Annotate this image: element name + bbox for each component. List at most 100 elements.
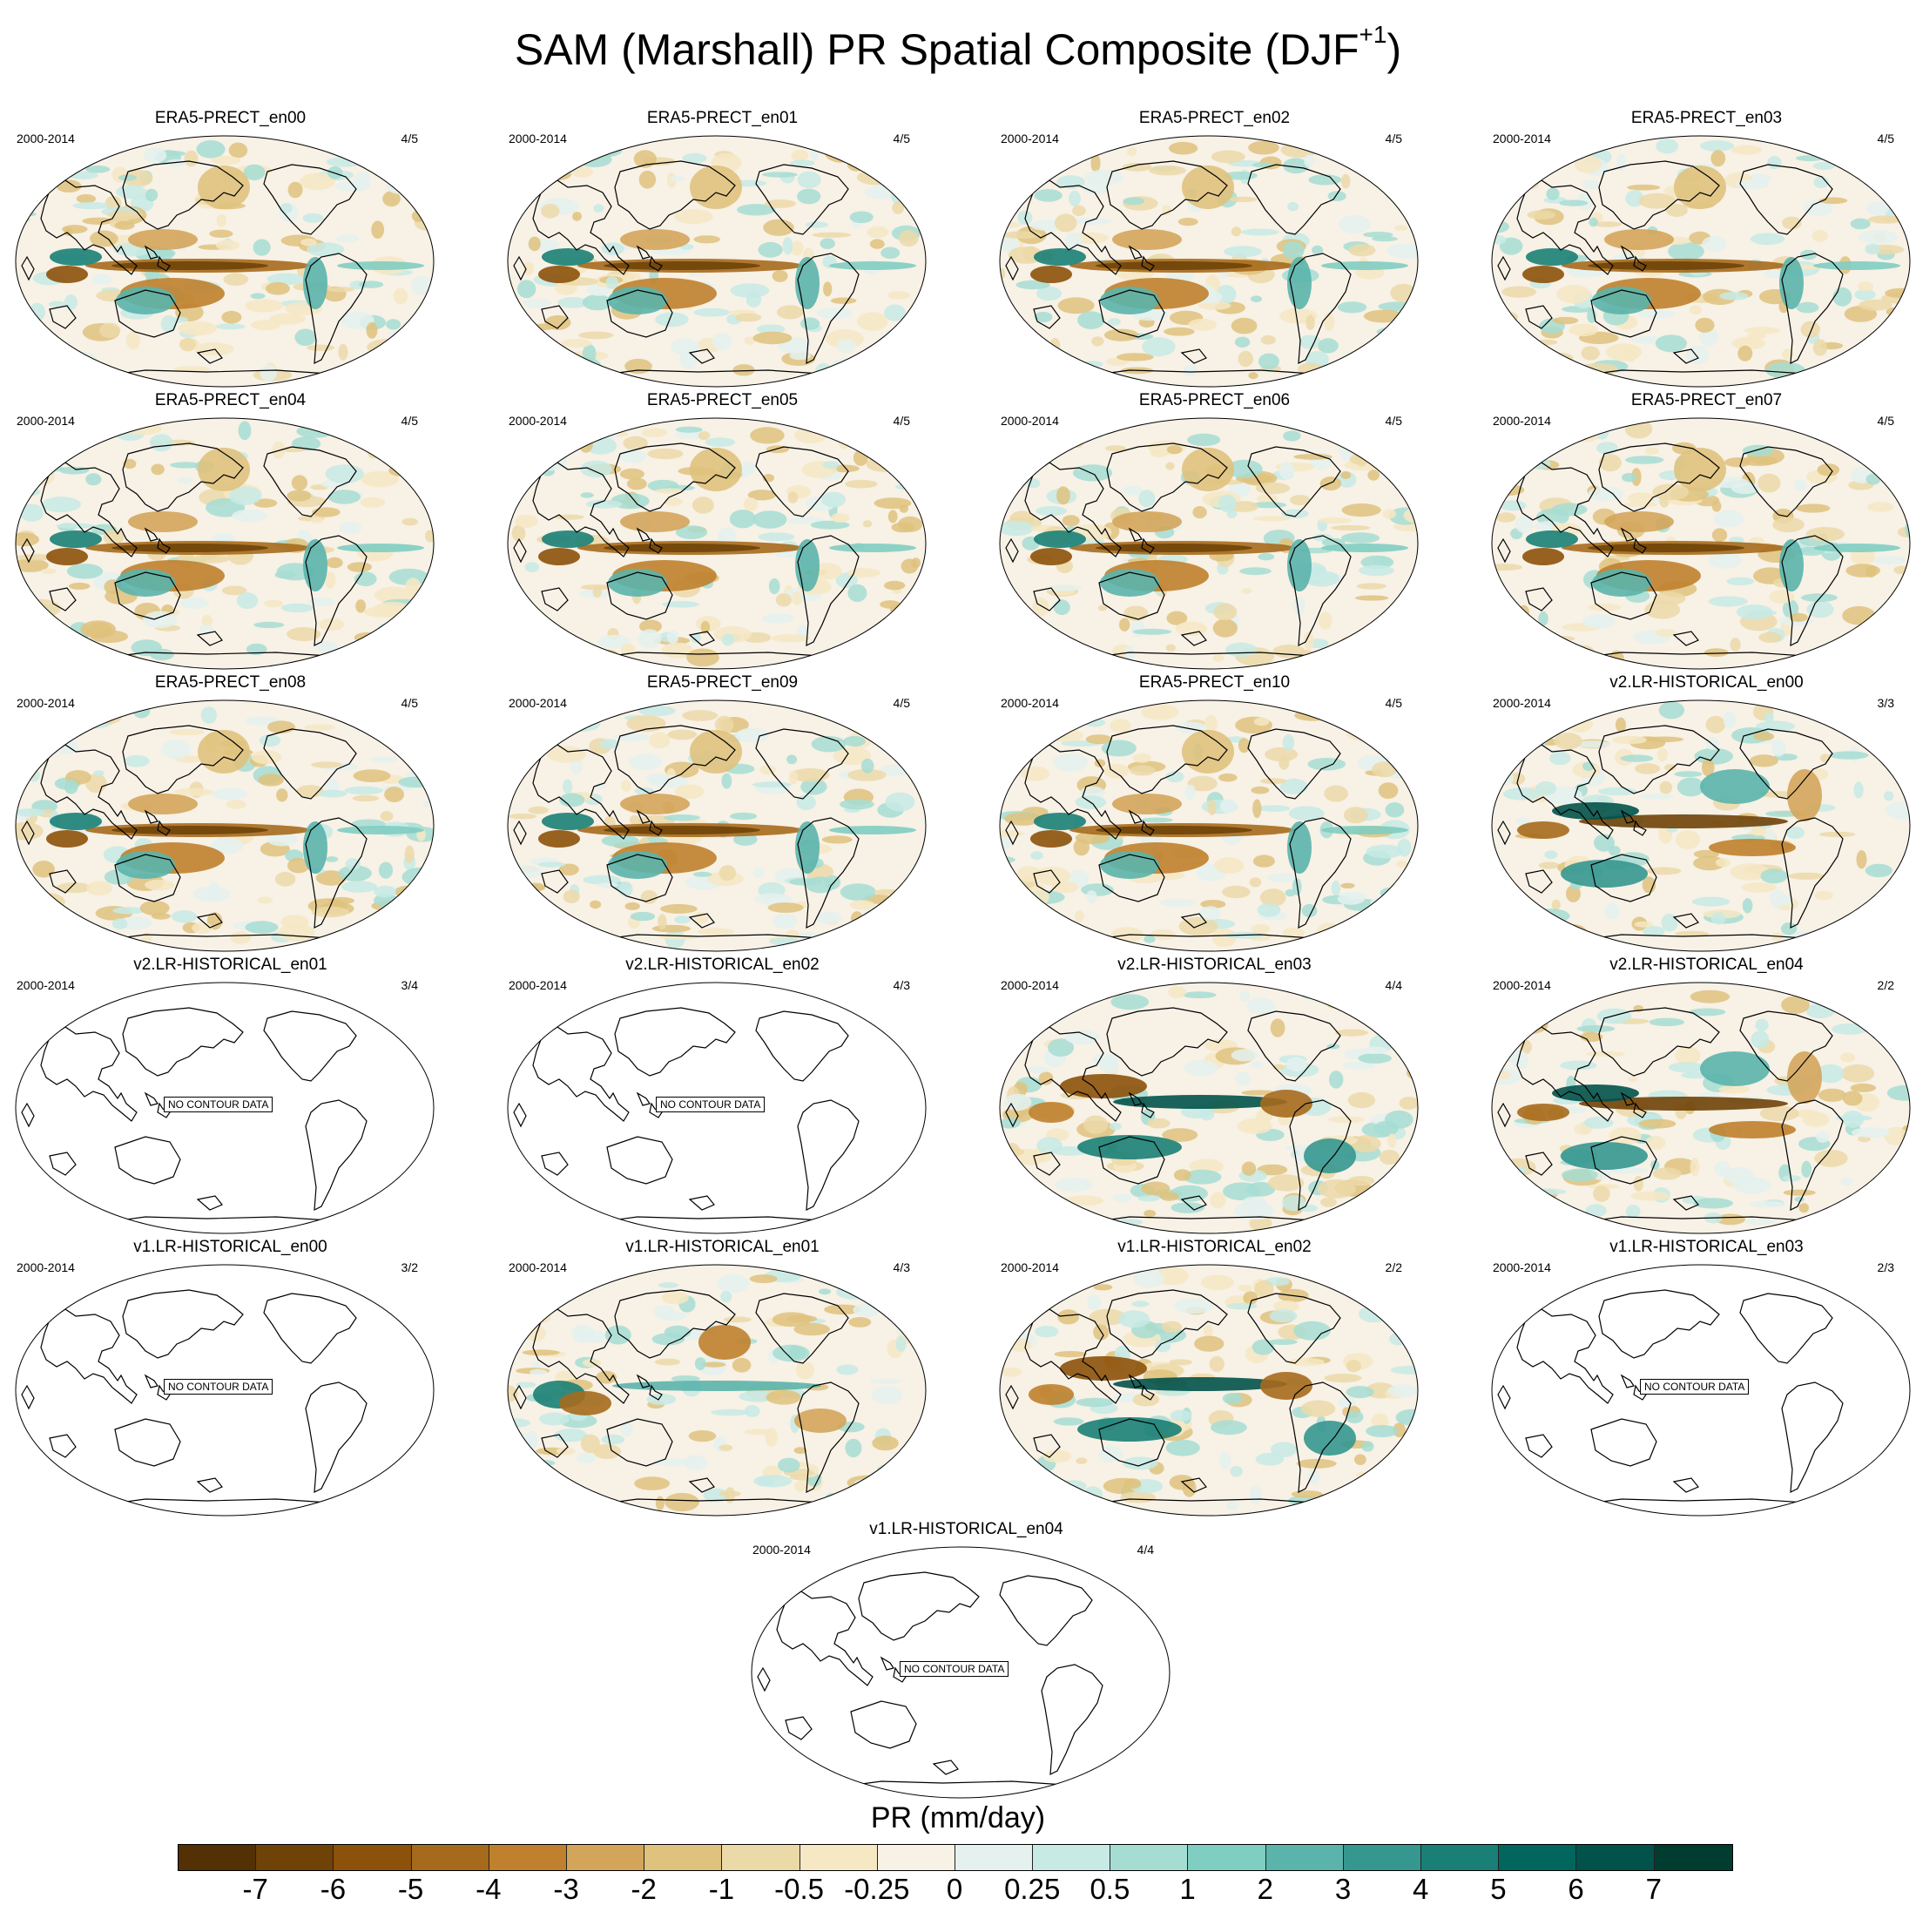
anomaly-blob <box>1658 701 1685 719</box>
anomaly-blob <box>836 1285 869 1300</box>
anomaly-blob <box>300 172 335 191</box>
anomaly-blob <box>390 448 418 465</box>
world-map <box>1491 135 1911 388</box>
anomaly-blob <box>894 347 926 364</box>
anomaly-blob <box>723 1316 752 1323</box>
anomaly-blob <box>1848 928 1885 940</box>
anomaly-blob <box>602 242 624 256</box>
anomaly-blob <box>845 479 878 489</box>
coastline <box>1525 1434 1553 1458</box>
anomaly-blob <box>630 911 656 922</box>
colorbar-swatch <box>489 1845 567 1870</box>
coastline <box>40 744 138 840</box>
anomaly-blob <box>1366 993 1386 1009</box>
map-panel: ERA5-PRECT_en06 2000-2014 4/5 <box>999 391 1430 672</box>
coastline <box>1024 744 1122 840</box>
anomaly-blob <box>1695 317 1715 333</box>
coastline <box>541 1434 569 1458</box>
anomaly-feature <box>608 851 667 879</box>
anomaly-blob <box>1492 306 1501 320</box>
anomaly-blob <box>311 906 349 918</box>
anomaly-blob <box>1352 1489 1374 1506</box>
coastline <box>1005 255 1019 281</box>
anomaly-blob <box>422 724 434 732</box>
anomaly-blob <box>524 562 540 572</box>
coastline <box>1289 1099 1352 1212</box>
anomaly-blob <box>250 293 266 300</box>
anomaly-blob <box>513 716 523 730</box>
coastline <box>263 446 357 517</box>
coastline <box>636 245 651 260</box>
anomaly-blob <box>534 905 551 912</box>
anomaly-blob <box>1832 1023 1868 1035</box>
anomaly-blob <box>307 242 345 257</box>
anomaly-blob <box>173 366 211 372</box>
anomaly-blob <box>1023 348 1063 364</box>
anomaly-blob <box>1320 1197 1337 1207</box>
anomaly-blob <box>1492 431 1502 450</box>
anomaly-blob <box>1798 1203 1809 1213</box>
figure-title: SAM (Marshall) PR Spatial Composite (DJF… <box>514 21 1402 74</box>
coastline <box>1497 1102 1511 1128</box>
anomaly-blob <box>811 736 847 753</box>
coastline <box>157 255 171 272</box>
anomaly-blob <box>1231 1049 1258 1062</box>
anomaly-blob <box>1118 1310 1150 1328</box>
coastline <box>1141 1384 1155 1401</box>
anomaly-blob <box>1372 761 1397 778</box>
anomaly-blob <box>1744 327 1781 334</box>
anomaly-blob <box>1086 890 1097 904</box>
anomaly-blob <box>1801 593 1838 602</box>
anomaly-blob <box>820 238 835 249</box>
colorbar-tick-label: -1 <box>708 1873 735 1905</box>
anomaly-blob <box>1249 1485 1262 1504</box>
anomaly-blob <box>753 868 765 878</box>
anomaly-blob <box>1076 1397 1114 1408</box>
anomaly-blob <box>1034 866 1070 886</box>
anomaly-blob <box>407 891 422 898</box>
anomaly-blob <box>85 473 102 486</box>
anomaly-blob <box>1905 442 1910 463</box>
anomaly-blob <box>1859 230 1898 245</box>
coastline <box>1739 1010 1833 1082</box>
anomaly-blob <box>312 507 341 517</box>
anomaly-blob <box>1874 901 1892 918</box>
anomaly-blob <box>258 773 284 787</box>
coastline <box>1098 289 1165 338</box>
anomaly-blob <box>1625 1205 1641 1219</box>
anomaly-blob <box>1009 1004 1042 1020</box>
anomaly-blob <box>150 648 174 661</box>
anomaly-blob <box>1265 746 1299 762</box>
anomaly-blob <box>1243 1291 1258 1305</box>
anomaly-feature <box>1592 287 1651 314</box>
anomaly-blob <box>523 298 552 308</box>
anomaly-blob <box>68 582 91 590</box>
anomaly-feature <box>542 813 594 830</box>
coastline <box>1672 631 1699 646</box>
coastline <box>1289 253 1352 365</box>
coastline <box>541 587 569 611</box>
anomaly-blob <box>1005 611 1032 618</box>
coastline <box>614 160 736 230</box>
world-map <box>999 699 1419 952</box>
colorbar-swatch <box>1654 1845 1732 1870</box>
anomaly-blob <box>1846 368 1859 384</box>
anomaly-blob <box>388 464 419 477</box>
anomaly-blob <box>1594 834 1615 852</box>
anomaly-blob <box>259 734 281 747</box>
anomaly-blob <box>103 529 125 545</box>
anomaly-blob <box>796 1361 814 1380</box>
anomaly-blob <box>692 497 714 514</box>
anomaly-blob <box>1098 1445 1123 1463</box>
anomaly-blob <box>1702 758 1715 777</box>
anomaly-blob <box>1394 1187 1418 1199</box>
anomaly-blob <box>209 229 233 238</box>
anomaly-blob <box>1789 612 1808 622</box>
anomaly-blob <box>1546 187 1560 200</box>
anomaly-blob <box>1090 153 1101 172</box>
anomaly-blob <box>280 203 293 213</box>
coastline <box>1289 1381 1352 1494</box>
coastline <box>1005 1384 1019 1410</box>
anomaly-blob <box>553 1484 573 1502</box>
anomaly-blob <box>1007 1195 1046 1201</box>
